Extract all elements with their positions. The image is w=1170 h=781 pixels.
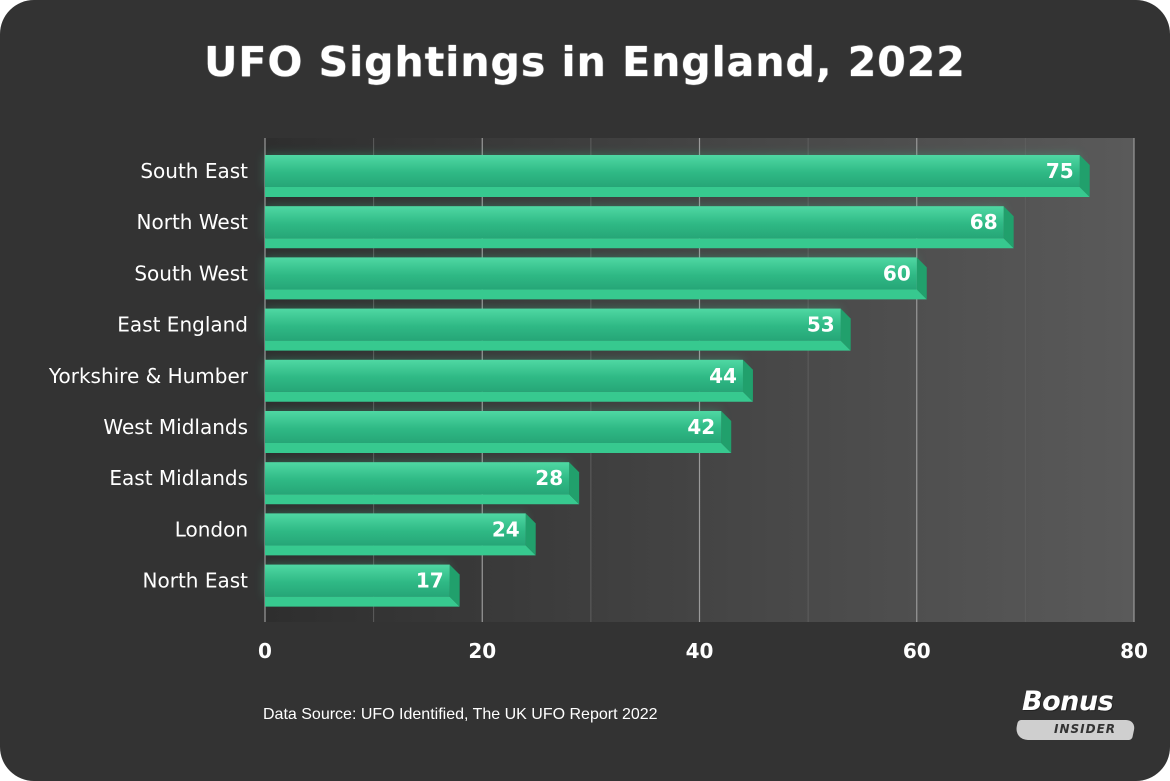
bar-bottom-face	[265, 238, 1014, 249]
bar	[265, 411, 722, 443]
category-label: North West	[137, 210, 249, 234]
bar-bottom-face	[265, 596, 460, 607]
bar-side-face	[449, 564, 460, 607]
bar-item: 60	[265, 257, 927, 300]
category-label: East Midlands	[109, 466, 248, 490]
bar-item: 68	[265, 206, 1014, 249]
x-tick-labels: 0 20 40 60 80	[258, 639, 1148, 663]
data-label: 60	[883, 261, 911, 285]
bar	[265, 513, 526, 546]
data-label: 17	[416, 569, 444, 593]
bar	[265, 155, 1080, 187]
bar-bottom-face	[265, 289, 927, 300]
bar-item: 75	[265, 155, 1090, 197]
bar-bottom-face	[265, 187, 1090, 197]
logo-bonus-text: Bonus	[1022, 686, 1114, 717]
bar	[265, 257, 917, 290]
data-label: 75	[1046, 159, 1074, 183]
bar-item: 17	[265, 564, 460, 607]
bar	[265, 206, 1004, 239]
bar-side-face	[1003, 206, 1014, 249]
bar-side-face	[525, 513, 536, 556]
bar-side-face	[916, 257, 927, 300]
bar-side-face	[569, 462, 580, 505]
data-label: 28	[535, 466, 563, 490]
x-tick-label: 80	[1120, 639, 1148, 663]
category-label: West Midlands	[103, 415, 248, 439]
bar-side-face	[840, 308, 851, 351]
x-tick-label: 20	[468, 639, 496, 663]
category-labels: South East North West South West East Engla…	[48, 159, 249, 593]
x-tick-label: 40	[686, 639, 714, 663]
category-label: Yorkshire & Humber	[48, 364, 249, 388]
category-label: South West	[134, 261, 248, 285]
bar-bottom-face	[265, 391, 753, 402]
category-label: East England	[117, 313, 248, 337]
category-label: South East	[140, 159, 248, 183]
data-label: 53	[807, 313, 835, 337]
bar-bottom-face	[265, 494, 580, 505]
category-label: North East	[143, 569, 249, 593]
bar-item: 42	[265, 411, 732, 453]
data-label: 68	[970, 210, 998, 234]
bar	[265, 308, 841, 341]
data-label: 42	[687, 415, 715, 439]
bonus-insider-logo: Bonus INSIDER	[1010, 686, 1137, 744]
bar-side-face	[742, 359, 753, 402]
category-label: London	[175, 517, 248, 541]
bar-side-face	[721, 411, 732, 453]
bar	[265, 359, 743, 392]
x-tick-label: 60	[903, 639, 931, 663]
bar-item: 28	[265, 462, 580, 505]
bar-bottom-face	[265, 443, 732, 453]
bar-bottom-face	[265, 545, 536, 556]
bar-side-face	[1079, 155, 1090, 197]
data-label: 44	[709, 364, 737, 388]
x-tick-label: 0	[258, 639, 272, 663]
bar-item: 24	[265, 513, 536, 556]
logo-insider-text: INSIDER	[1054, 722, 1117, 736]
data-label: 24	[492, 517, 520, 541]
chart-title: UFO Sightings in England, 2022	[204, 38, 966, 86]
bar-item: 53	[265, 308, 851, 351]
bar-item: 44	[265, 359, 753, 402]
data-source-note: Data Source: UFO Identified, The UK UFO …	[263, 706, 658, 723]
bars-group: 75 68 60 53 44 42 28 24 17	[265, 155, 1090, 607]
bar	[265, 564, 450, 597]
bar-bottom-face	[265, 340, 851, 351]
bar	[265, 462, 570, 495]
